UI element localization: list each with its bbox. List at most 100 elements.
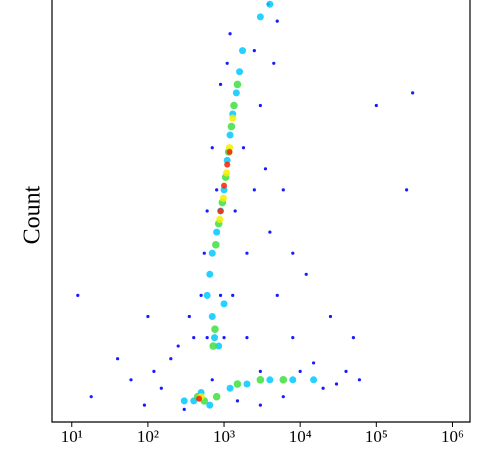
data-point (252, 49, 256, 53)
data-point (279, 376, 288, 384)
data-point (202, 251, 206, 255)
data-point (357, 378, 362, 382)
data-point (205, 209, 209, 213)
data-point (374, 103, 378, 108)
x-tick-label: 10⁵ (365, 427, 388, 446)
data-point (210, 146, 214, 150)
data-point (180, 397, 188, 405)
y-axis-label: Count (20, 185, 46, 244)
x-tick-label: 10⁴ (289, 427, 312, 446)
data-point (405, 188, 409, 192)
data-point (256, 376, 265, 384)
x-tick-label: 10⁶ (441, 427, 464, 446)
data-point (225, 144, 234, 152)
data-point (76, 293, 80, 297)
data-point (182, 407, 186, 411)
data-point (229, 114, 237, 122)
data-point (328, 314, 333, 319)
data-point (241, 146, 246, 150)
data-point (281, 188, 285, 192)
data-point (224, 161, 231, 168)
x-tick-label: 10¹ (61, 427, 83, 446)
data-point (218, 82, 223, 86)
data-point (252, 188, 256, 192)
data-point (233, 80, 242, 89)
data-point (209, 342, 217, 350)
data-point (152, 369, 156, 373)
data-point (226, 148, 233, 155)
data-point (211, 334, 219, 342)
data-point (236, 68, 244, 76)
data-point (215, 188, 219, 192)
data-point (208, 249, 216, 257)
data-point (129, 378, 133, 382)
data-point (211, 325, 219, 333)
data-point (169, 357, 173, 361)
data-point (275, 19, 279, 23)
plot-frame (51, 0, 471, 423)
data-point (243, 380, 251, 388)
data-point (281, 395, 285, 399)
data-point (233, 380, 242, 388)
data-point (187, 314, 191, 319)
data-point (216, 215, 224, 224)
data-point (192, 336, 196, 340)
data-point (222, 169, 231, 177)
data-point (245, 336, 249, 340)
x-tick-label: 10³ (213, 427, 235, 446)
data-point (203, 291, 211, 299)
data-point (210, 378, 214, 382)
data-point (226, 384, 234, 392)
data-point (230, 101, 238, 110)
data-point (311, 361, 316, 365)
data-point (245, 251, 249, 255)
data-point (159, 386, 163, 390)
data-point (116, 357, 120, 361)
data-point (275, 293, 279, 297)
data-point (351, 336, 355, 340)
data-point (206, 270, 214, 278)
data-point (212, 240, 220, 249)
data-point (176, 344, 180, 348)
data-point (304, 272, 308, 276)
data-point (266, 376, 274, 384)
data-point (232, 89, 240, 97)
data-point (239, 47, 247, 55)
data-point (258, 369, 262, 373)
data-point (228, 32, 232, 36)
x-tick-label: 10² (137, 427, 159, 446)
data-point (218, 293, 223, 297)
data-point (206, 401, 214, 409)
data-point (321, 386, 325, 390)
data-point (205, 336, 209, 340)
data-point (223, 156, 231, 164)
data-point (220, 186, 228, 194)
data-point (219, 194, 227, 202)
data-point (225, 61, 229, 65)
data-point (233, 209, 237, 213)
data-point (268, 230, 272, 234)
data-point (142, 403, 147, 407)
data-point (213, 228, 221, 236)
data-point (256, 13, 264, 21)
data-point (235, 399, 240, 403)
data-point (227, 122, 236, 131)
data-point (222, 336, 226, 340)
data-point (334, 382, 339, 386)
data-point (221, 182, 228, 189)
data-point (196, 395, 203, 402)
data-point (411, 91, 415, 95)
data-point (310, 376, 318, 384)
data-point (226, 131, 234, 139)
plot-area (76, 0, 415, 411)
data-point (208, 313, 216, 320)
data-point (217, 208, 224, 214)
data-point (298, 369, 302, 373)
data-point (344, 369, 348, 373)
data-point (146, 314, 150, 319)
data-point (199, 293, 203, 297)
data-point (215, 342, 223, 350)
data-point (258, 403, 262, 407)
data-point (263, 167, 268, 171)
